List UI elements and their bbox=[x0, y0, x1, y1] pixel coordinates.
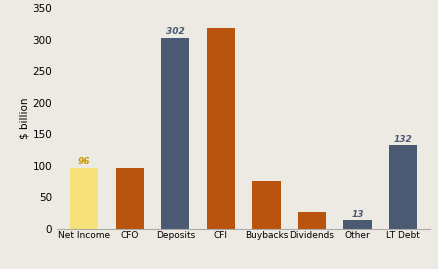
Text: -245: -245 bbox=[209, 30, 232, 39]
Bar bbox=[343, 221, 371, 229]
Bar bbox=[388, 146, 416, 229]
Bar bbox=[206, 28, 234, 229]
Text: 302: 302 bbox=[166, 27, 184, 36]
Bar bbox=[161, 38, 189, 229]
Text: -21: -21 bbox=[303, 214, 319, 222]
Text: -48: -48 bbox=[258, 183, 274, 192]
Text: 13: 13 bbox=[350, 210, 363, 219]
Text: 96: 96 bbox=[78, 157, 90, 166]
Text: -78: -78 bbox=[121, 170, 138, 179]
Bar bbox=[70, 168, 98, 229]
Bar bbox=[252, 181, 280, 229]
Y-axis label: $ billion: $ billion bbox=[20, 98, 30, 139]
Text: 132: 132 bbox=[392, 134, 411, 144]
Bar bbox=[116, 168, 144, 229]
Bar bbox=[297, 212, 325, 229]
